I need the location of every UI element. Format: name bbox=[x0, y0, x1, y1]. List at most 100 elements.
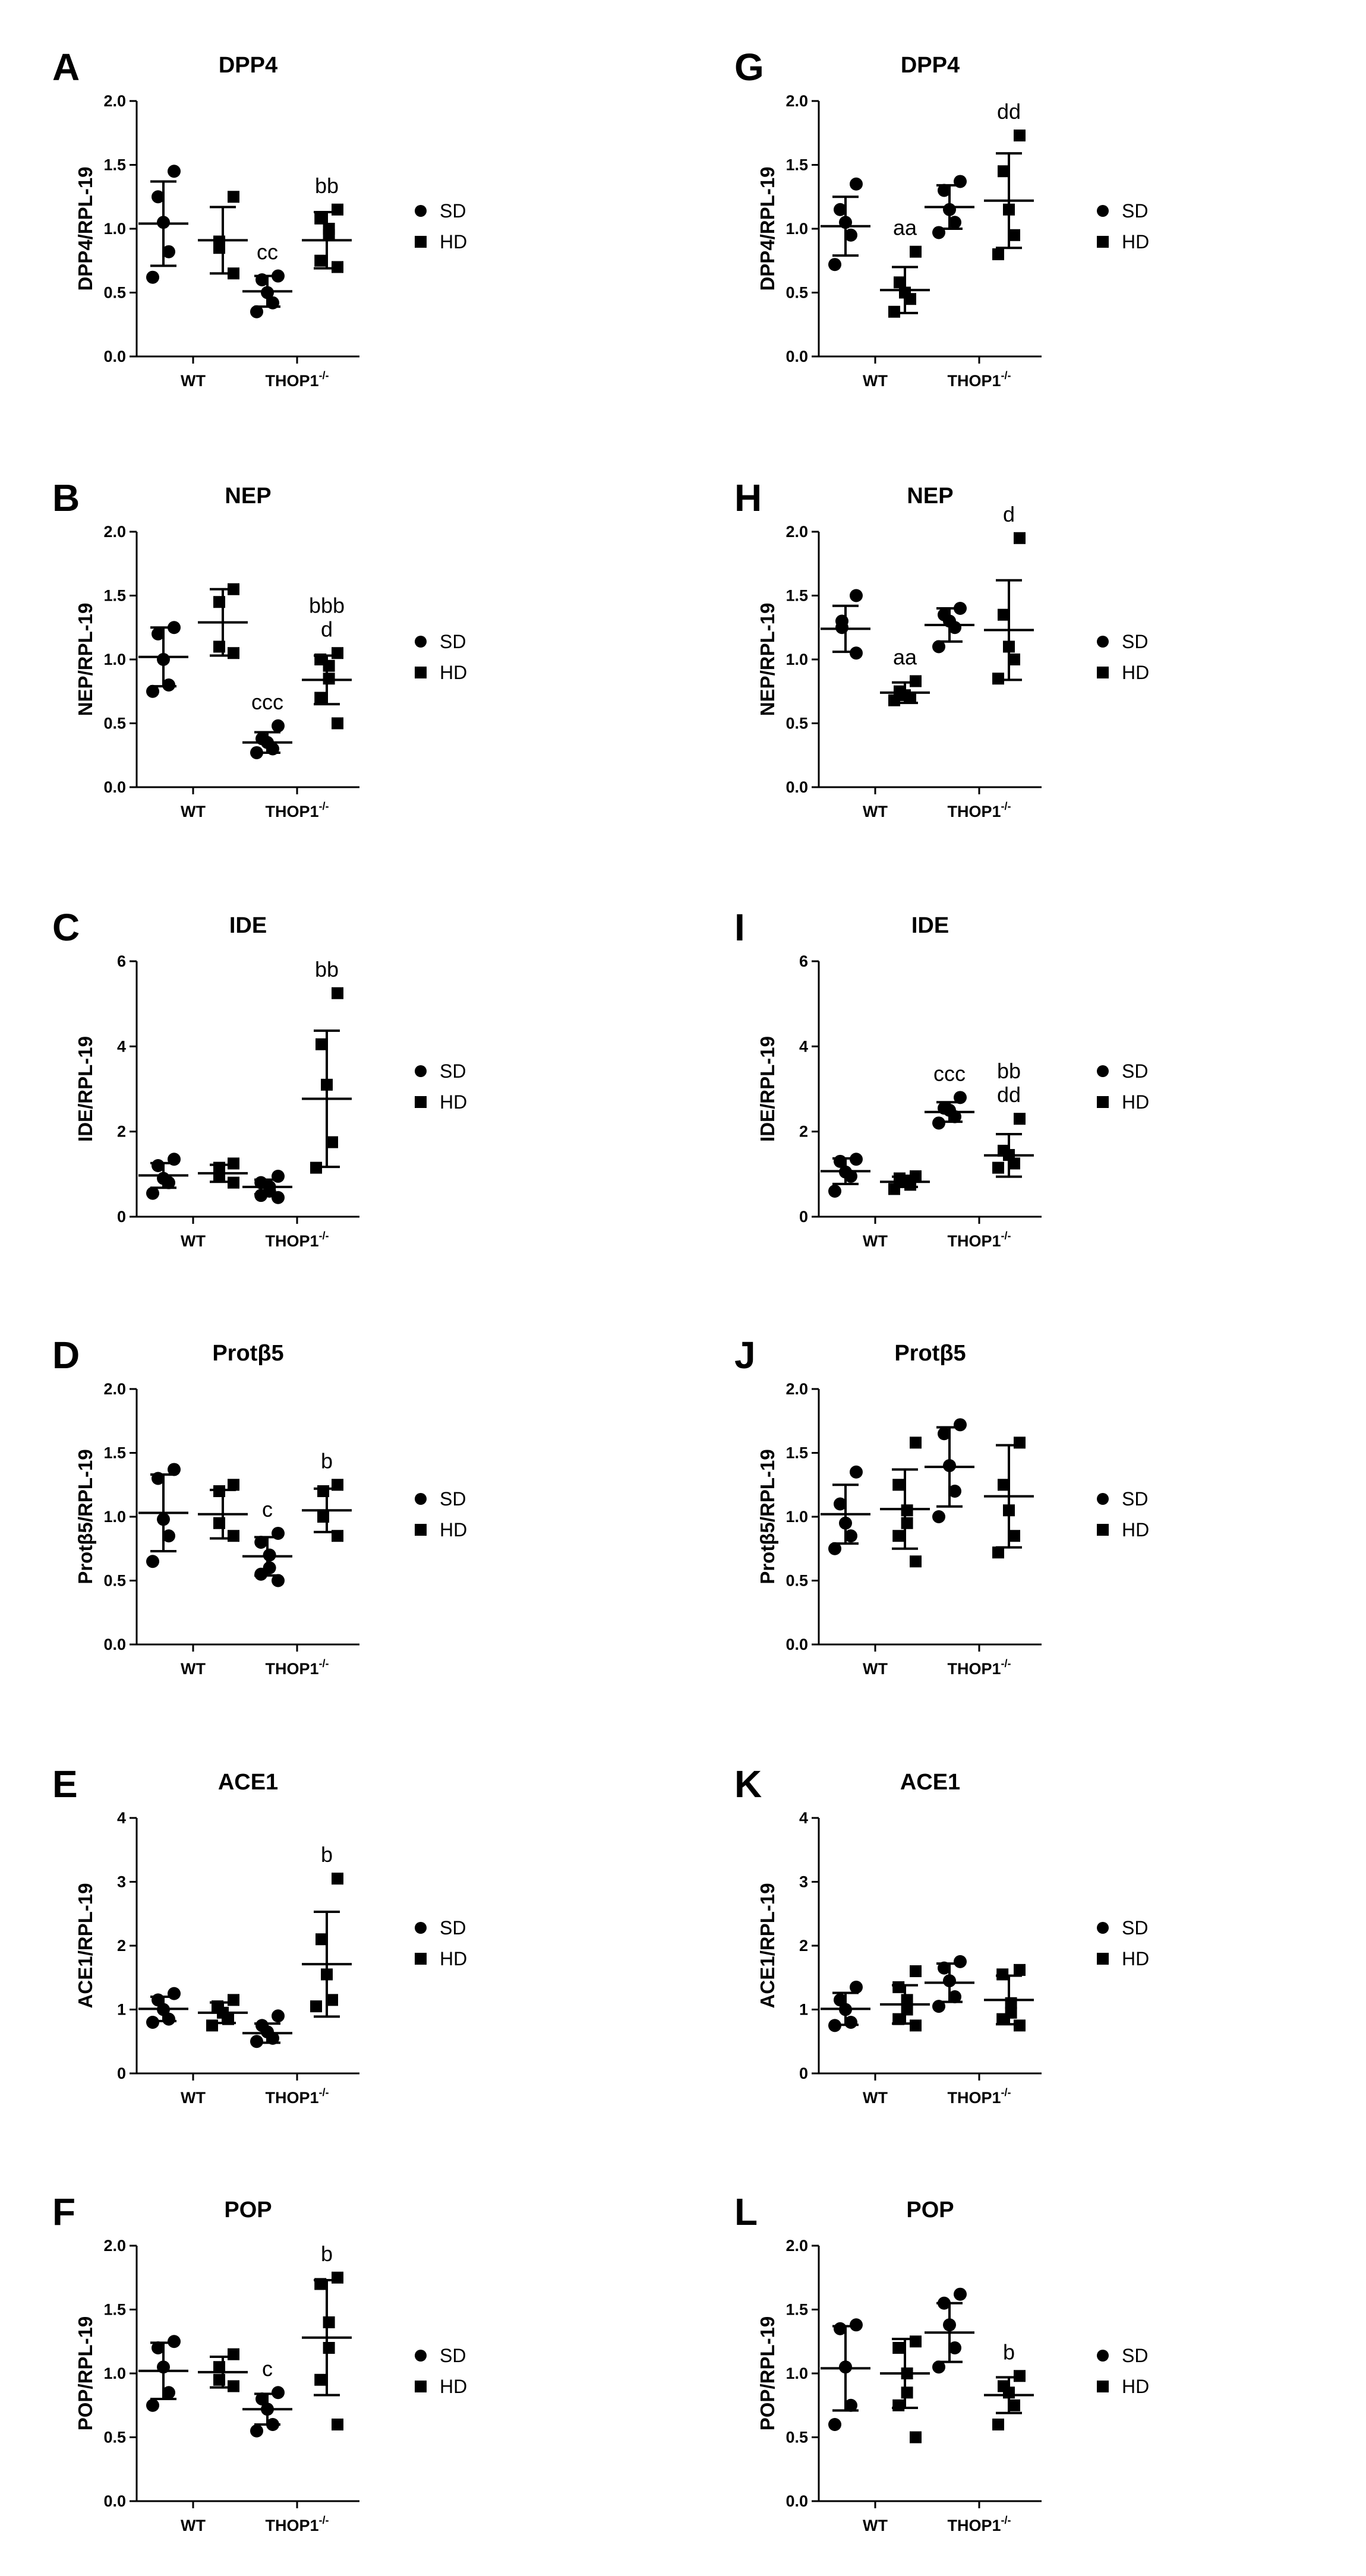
y-tick-label: 0.0 bbox=[103, 1636, 126, 1653]
x-tick-label: THOP1-/- bbox=[947, 2086, 1011, 2107]
data-point-sd bbox=[850, 1465, 863, 1479]
data-point-hd bbox=[1008, 2399, 1020, 2411]
data-point-sd bbox=[168, 1463, 181, 1476]
significance-label: dd bbox=[997, 1082, 1021, 1107]
y-tick-label: 0.5 bbox=[785, 2429, 808, 2446]
legend-marker-hd bbox=[415, 1524, 427, 1536]
data-point-hd bbox=[1008, 1157, 1020, 1170]
data-point-hd bbox=[888, 694, 900, 706]
legend-marker-hd bbox=[1097, 1096, 1109, 1108]
x-tick-label: WT bbox=[863, 1660, 888, 1678]
y-tick-label: 1.0 bbox=[785, 1508, 808, 1526]
data-point-sd bbox=[828, 258, 841, 272]
data-point-hd bbox=[332, 2419, 343, 2430]
legend-marker-sd bbox=[1097, 1493, 1109, 1505]
data-point-hd bbox=[892, 2342, 905, 2354]
data-point-hd bbox=[996, 1968, 1009, 1981]
data-point-hd bbox=[314, 212, 327, 225]
category-superscript: -/- bbox=[319, 1658, 329, 1669]
data-point-hd bbox=[323, 2342, 335, 2354]
y-tick-label: 1.0 bbox=[785, 2365, 808, 2382]
legend-marker-hd bbox=[1097, 667, 1109, 678]
data-point-hd bbox=[1014, 532, 1026, 544]
data-point-hd bbox=[910, 1437, 922, 1449]
category-superscript: -/- bbox=[319, 1230, 329, 1242]
legend-label-sd: SD bbox=[440, 1488, 466, 1510]
legend-marker-sd bbox=[415, 636, 427, 648]
x-tick-label: THOP1-/- bbox=[265, 2514, 329, 2534]
y-tick-label: 2.0 bbox=[785, 92, 808, 110]
panel-B: B NEP NEP/RPL-19 0.0 0.5 1.0 1.5 2.0 WT THOP1-/- c… bbox=[52, 476, 467, 820]
y-tick-label: 0 bbox=[117, 2064, 126, 2082]
y-axis-label: ACE1/RPL-19 bbox=[74, 1883, 96, 2009]
y-tick-label: 0.0 bbox=[785, 348, 808, 365]
category-name: WT bbox=[863, 1232, 888, 1250]
significance-label: b bbox=[321, 1448, 333, 1473]
legend-marker-sd bbox=[415, 1922, 427, 1934]
chart-title: DPP4 bbox=[901, 53, 960, 78]
y-tick-label: 4 bbox=[117, 1037, 126, 1055]
panel-L: L POP POP/RPL-19 0.0 0.5 1.0 1.5 2.0 WT THOP1-/- b… bbox=[734, 2190, 1149, 2534]
y-tick-label: 1.0 bbox=[785, 220, 808, 238]
data-point-hd bbox=[1014, 1113, 1026, 1125]
data-point-sd bbox=[152, 627, 165, 640]
legend-marker-hd bbox=[415, 667, 427, 678]
data-point-hd bbox=[992, 1161, 1004, 1174]
y-axis-label: ACE1/RPL-19 bbox=[756, 1883, 778, 2009]
legend-marker-sd bbox=[1097, 2350, 1109, 2362]
y-tick-label: 1.0 bbox=[103, 220, 126, 238]
category-name: WT bbox=[181, 2089, 206, 2107]
data-point-hd bbox=[1008, 654, 1020, 665]
data-point-sd bbox=[850, 646, 863, 660]
y-tick-label: 2.0 bbox=[785, 1380, 808, 1398]
data-point-sd bbox=[932, 640, 945, 654]
category-name: THOP1 bbox=[947, 803, 1001, 820]
data-point-sd bbox=[254, 1536, 268, 1549]
y-tick-label: 1.5 bbox=[785, 156, 808, 174]
data-point-hd bbox=[998, 608, 1009, 621]
data-point-sd bbox=[146, 1186, 159, 1200]
data-point-hd bbox=[228, 1530, 239, 1542]
panel-letter: L bbox=[734, 2190, 758, 2233]
data-point-hd bbox=[992, 248, 1004, 260]
category-name: THOP1 bbox=[265, 803, 318, 820]
category-superscript: -/- bbox=[319, 2086, 329, 2098]
significance-label: b bbox=[1003, 2340, 1015, 2364]
significance-label: bbb bbox=[309, 593, 345, 617]
data-point-hd bbox=[228, 1994, 239, 2006]
data-point-sd bbox=[272, 1574, 285, 1587]
x-tick-label: THOP1-/- bbox=[265, 2086, 329, 2107]
chart-title: ACE1 bbox=[218, 1770, 278, 1795]
y-tick-label: 4 bbox=[117, 1809, 126, 1827]
y-tick-label: 1.5 bbox=[785, 587, 808, 605]
significance-label: dd bbox=[997, 99, 1021, 124]
y-axis-label: DPP4/RPL-19 bbox=[756, 166, 778, 291]
legend-marker-hd bbox=[415, 2381, 427, 2392]
data-point-sd bbox=[932, 1116, 945, 1130]
data-point-hd bbox=[228, 647, 239, 659]
data-point-sd bbox=[255, 2392, 269, 2405]
data-point-sd bbox=[850, 1980, 863, 1994]
x-tick-label: WT bbox=[181, 372, 206, 390]
x-tick-label: WT bbox=[863, 2089, 888, 2107]
category-name: WT bbox=[863, 2089, 888, 2107]
y-tick-label: 0.5 bbox=[103, 2429, 126, 2446]
panel-E: E ACE1 ACE1/RPL-19 0 1 2 3 4 WT THOP1-/- b SD HD bbox=[52, 1763, 467, 2107]
x-tick-label: THOP1-/- bbox=[947, 370, 1011, 390]
category-name: THOP1 bbox=[947, 372, 1001, 390]
data-point-sd bbox=[932, 1510, 945, 1523]
category-superscript: -/- bbox=[319, 2514, 329, 2526]
data-point-hd bbox=[332, 2271, 343, 2284]
legend-marker-hd bbox=[1097, 236, 1109, 248]
x-tick-label: WT bbox=[181, 1660, 206, 1678]
legend-label-hd: HD bbox=[440, 1091, 467, 1113]
category-superscript: -/- bbox=[1001, 2086, 1011, 2098]
y-tick-label: 2.0 bbox=[103, 92, 126, 110]
panel-letter: K bbox=[734, 1763, 762, 1805]
data-point-sd bbox=[250, 2424, 263, 2438]
y-tick-label: 6 bbox=[117, 952, 126, 970]
x-tick-label: WT bbox=[863, 1232, 888, 1250]
chart-title: ACE1 bbox=[900, 1770, 960, 1795]
panel-G: G DPP4 DPP4/RPL-19 0.0 0.5 1.0 1.5 2.0 WT THOP1-/… bbox=[734, 46, 1149, 390]
data-point-sd bbox=[272, 719, 285, 733]
